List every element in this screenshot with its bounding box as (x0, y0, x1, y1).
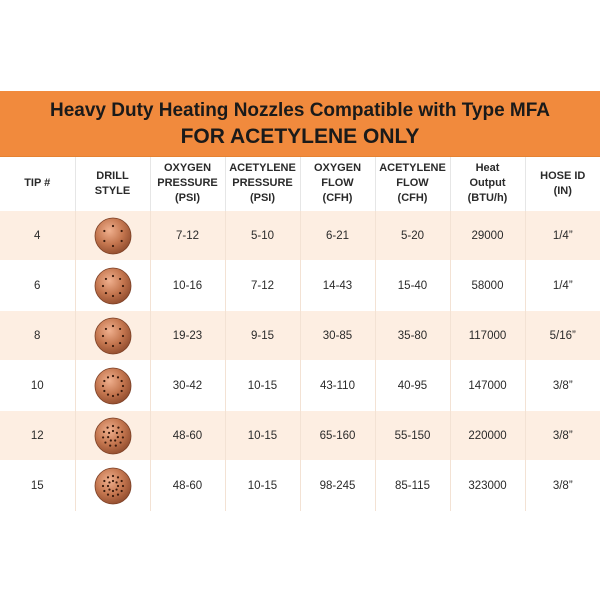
cell-heat-output: 117000 (450, 310, 526, 361)
table-row: 12 48-60 10-15 65-160 55-150 220000 3/8” (0, 410, 600, 461)
cell-oxygen-flow: 43-110 (300, 360, 376, 411)
cell-oxygen-pressure: 7-12 (150, 210, 226, 261)
nozzle-8-hole-icon (94, 317, 131, 354)
table-row: 10 30-42 10-15 43-110 40-95 147000 3/8” (0, 360, 600, 411)
cell-acetylene-pressure: 10-15 (225, 410, 301, 461)
cell-drill-style (75, 310, 151, 361)
table-row: 4 7-12 5-10 6-21 5-20 29000 1/4” (0, 210, 600, 261)
cell-acetylene-flow: 40-95 (375, 360, 451, 411)
header-heat-output: Heat Output (BTU/h) (450, 157, 526, 211)
header-line: (BTU/h) (467, 192, 508, 204)
header-line: (CFH) (322, 192, 353, 204)
product-spec-sheet: Heavy Duty Heating Nozzles Compatible wi… (0, 91, 600, 511)
cell-oxygen-flow: 30-85 (300, 310, 376, 361)
nozzle-8-hole-icon (94, 267, 131, 304)
header-oxygen-flow: OXYGEN FLOW (CFH) (300, 157, 376, 211)
cell-acetylene-flow: 55-150 (375, 410, 451, 461)
cell-heat-output: 58000 (450, 260, 526, 311)
header-tip-line: TIP # (24, 177, 51, 189)
header-line: Heat (475, 162, 500, 174)
header-oxygen-pressure: OXYGEN PRESSURE (PSI) (150, 157, 226, 211)
cell-oxygen-flow: 98-245 (300, 460, 376, 511)
title-line-1: Heavy Duty Heating Nozzles Compatible wi… (49, 100, 551, 121)
cell-drill-style (75, 460, 151, 511)
cell-tip: 12 (0, 410, 76, 461)
table-row: 6 10-16 7-12 14-43 15-40 58000 1/4” (0, 260, 600, 311)
header-line: HOSE ID (540, 169, 586, 182)
cell-acetylene-pressure: 5-10 (225, 210, 301, 261)
cell-acetylene-pressure: 7-12 (225, 260, 301, 311)
header-line: DRILL (96, 169, 129, 182)
header-line: ACETYLENE (229, 162, 296, 174)
cell-tip: 6 (0, 260, 76, 311)
cell-oxygen-pressure: 30-42 (150, 360, 226, 411)
cell-acetylene-pressure: 10-15 (225, 360, 301, 411)
cell-tip: 4 (0, 210, 76, 261)
cell-tip: 8 (0, 310, 76, 361)
header-line: Output (469, 177, 506, 189)
header-line: PRESSURE (232, 177, 293, 189)
table-row: 15 48-60 10-15 98-245 85-115 323000 3/8” (0, 460, 600, 511)
cell-drill-style (75, 210, 151, 261)
header-tip: TIP # (0, 157, 76, 211)
cell-tip: 10 (0, 360, 76, 411)
cell-acetylene-flow: 35-80 (375, 310, 451, 361)
cell-hose-id: 3/8” (525, 410, 600, 461)
cell-acetylene-pressure: 10-15 (225, 460, 301, 511)
cell-drill-style (75, 260, 151, 311)
nozzle-6-hole-icon (94, 217, 131, 254)
nozzle-spec-table: TIP # DRILL STYLE OXYGEN PRESSURE (PSI) … (0, 157, 600, 511)
table-body: 4 7-12 5-10 6-21 5-20 29000 1/4” 6 10-16 7-12 14-4… (0, 210, 600, 511)
title-banner: Heavy Duty Heating Nozzles Compatible wi… (0, 91, 600, 157)
cell-oxygen-flow: 65-160 (300, 410, 376, 461)
cell-hose-id: 5/16” (525, 310, 600, 361)
cell-oxygen-flow: 14-43 (300, 260, 376, 311)
cell-oxygen-pressure: 10-16 (150, 260, 226, 311)
cell-drill-style (75, 360, 151, 411)
nozzle-20-hole-icon (94, 467, 131, 505)
header-line: FLOW (396, 177, 429, 189)
header-row: TIP # DRILL STYLE OXYGEN PRESSURE (PSI) … (0, 157, 600, 211)
cell-acetylene-flow: 15-40 (375, 260, 451, 311)
cell-hose-id: 3/8” (525, 460, 600, 511)
header-line: ACETYLENE (379, 162, 446, 174)
header-line: (PSI) (174, 192, 201, 204)
header-line: (CFH) (397, 192, 428, 204)
cell-drill-style (75, 410, 151, 461)
title-line-2: FOR ACETYLENE ONLY (180, 125, 420, 148)
header-line: (IN) (553, 184, 572, 197)
cell-acetylene-flow: 5-20 (375, 210, 451, 261)
header-line: FLOW (321, 177, 354, 189)
cell-hose-id: 3/8” (525, 360, 600, 411)
cell-oxygen-pressure: 19-23 (150, 310, 226, 361)
cell-heat-output: 220000 (450, 410, 526, 461)
header-line: (PSI) (249, 192, 276, 204)
cell-hose-id: 1/4” (525, 210, 600, 261)
table-row: 8 19-23 9-15 30-85 35-80 117000 5/16” (0, 310, 600, 361)
cell-heat-output: 29000 (450, 210, 526, 261)
nozzle-12-hole-icon (94, 367, 131, 404)
cell-hose-id: 1/4” (525, 260, 600, 311)
header-drill-style: DRILL STYLE (75, 157, 151, 211)
cell-tip: 15 (0, 460, 76, 511)
header-hose-id: HOSE ID (IN) (525, 157, 600, 211)
cell-heat-output: 323000 (450, 460, 526, 511)
cell-oxygen-pressure: 48-60 (150, 410, 226, 461)
cell-acetylene-flow: 85-115 (375, 460, 451, 511)
header-line: PRESSURE (157, 177, 218, 189)
header-line: OXYGEN (313, 162, 362, 174)
header-line: STYLE (94, 184, 131, 197)
header-line: OXYGEN (163, 162, 212, 174)
header-acetylene-pressure: ACETYLENE PRESSURE (PSI) (225, 157, 301, 211)
cell-heat-output: 147000 (450, 360, 526, 411)
nozzle-18-hole-icon (94, 417, 131, 454)
header-acetylene-flow: ACETYLENE FLOW (CFH) (375, 157, 451, 211)
cell-acetylene-pressure: 9-15 (225, 310, 301, 361)
cell-oxygen-flow: 6-21 (300, 210, 376, 261)
cell-oxygen-pressure: 48-60 (150, 460, 226, 511)
